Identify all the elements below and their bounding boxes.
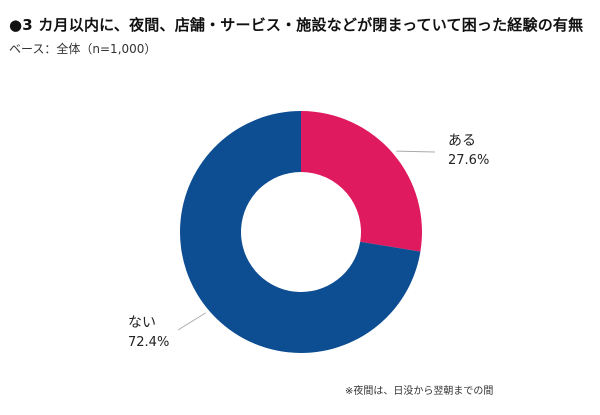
leader-line-nai <box>177 312 206 331</box>
footnote: ※夜間は、日没から翌朝までの間 <box>345 386 494 397</box>
donut-slice-aru <box>301 111 422 252</box>
slice-label-nai: ない <box>128 315 156 331</box>
donut-slices <box>179 111 422 353</box>
slice-label-aru: ある <box>448 133 476 149</box>
chart-title: ●3 カ月以内に、夜間、店舗・サービス・施設などが閉まっていて困った経験の有無 <box>9 16 584 34</box>
donut-slice-nai <box>179 111 421 353</box>
slice-value-label-aru: 27.6% <box>448 153 489 168</box>
leader-lines <box>177 150 436 331</box>
leader-line-aru <box>396 150 436 153</box>
slice-labels: ある 27.6% ない 72.4% <box>128 133 489 350</box>
slice-value-label-nai: 72.4% <box>128 335 169 350</box>
sample-base-note: ベース：全体（n=1,000） <box>9 42 157 56</box>
